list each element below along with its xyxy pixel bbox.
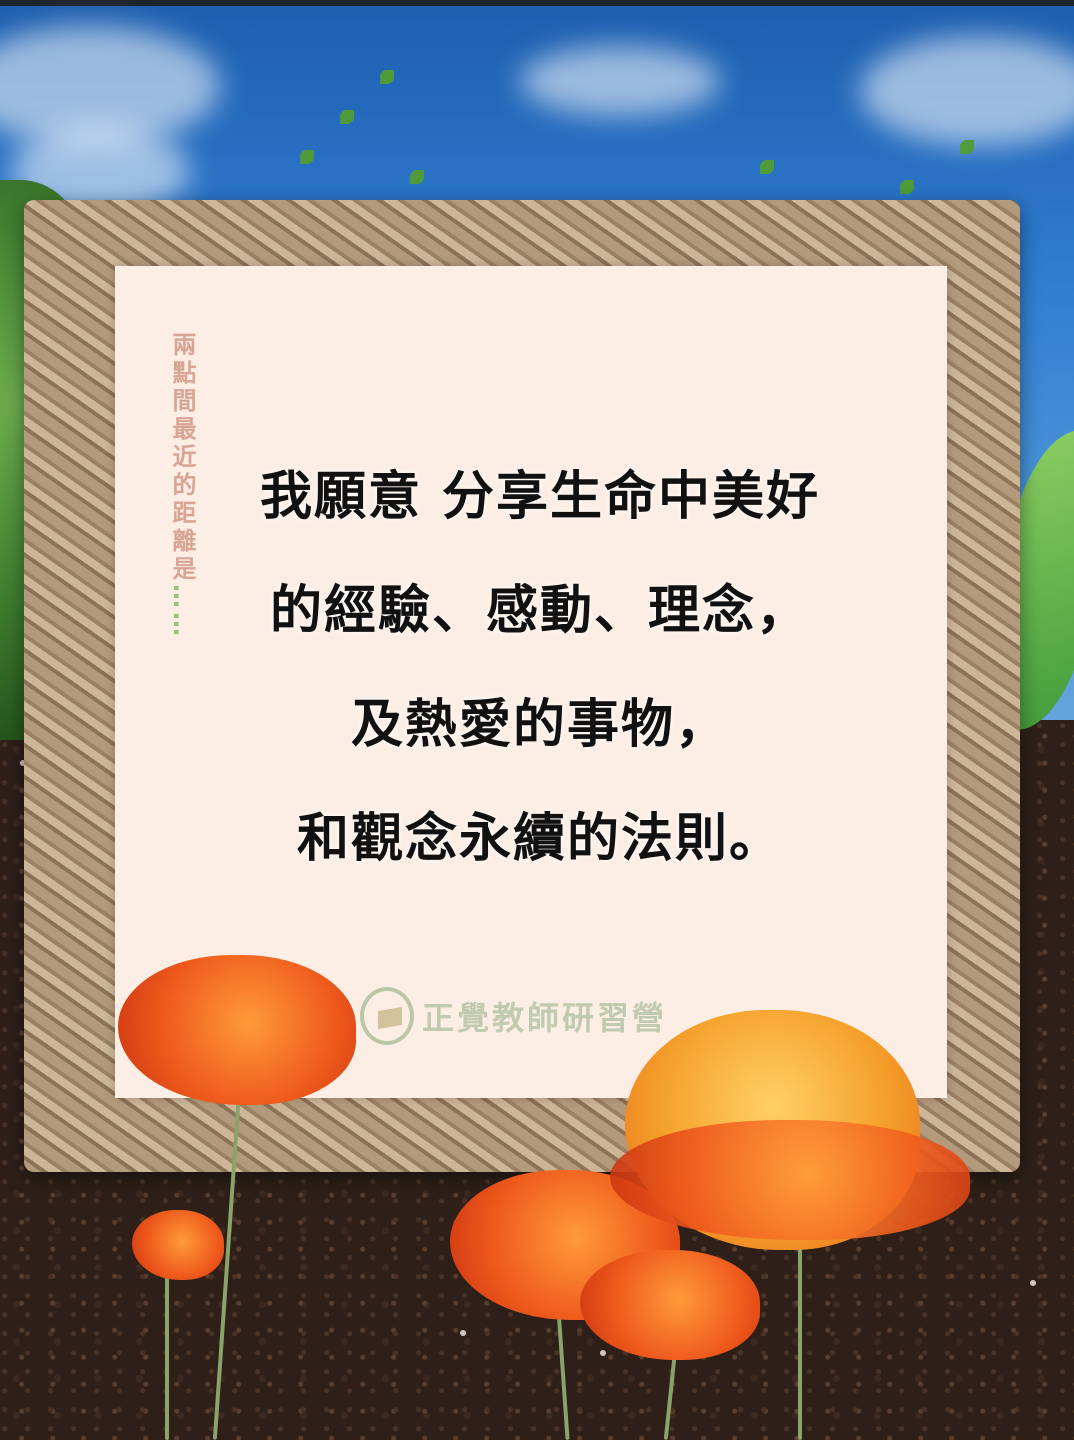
cloud <box>520 46 720 116</box>
logo-text: 正覺教師研習營 <box>422 999 668 1037</box>
poppy-stem <box>798 1190 802 1440</box>
vine-leaf-icon <box>410 170 424 184</box>
book-logo-icon <box>360 987 414 1045</box>
side-label-dots: …… <box>168 584 196 640</box>
poppy-flower-icon <box>118 955 356 1105</box>
vine-leaf-icon <box>760 160 774 174</box>
quote-line-3: 及熱愛的事物， <box>350 695 729 755</box>
soil-speck <box>20 760 26 766</box>
vine-leaf-icon <box>300 150 314 164</box>
poppy-stem <box>165 1260 169 1440</box>
poppy-flower-icon <box>132 1210 224 1280</box>
poppy-flower-icon <box>580 1250 760 1360</box>
vine-leaf-icon <box>380 70 394 84</box>
soil-speck <box>460 1330 466 1336</box>
cloud <box>860 36 1074 146</box>
soil-speck <box>600 1350 606 1356</box>
poppy-flower-icon <box>610 1120 970 1240</box>
quote-text: 我願意 分享生命中美好 的經驗、感動、理念， 及熱愛的事物， 和觀念永續的法則。 <box>200 440 880 896</box>
quote-line-4: 和觀念永續的法則。 <box>296 809 783 869</box>
side-label-text: 兩點間最近的距離是 <box>168 332 196 584</box>
vine-leaf-icon <box>900 180 914 194</box>
quote-line-2: 的經驗、感動、理念， <box>269 581 810 641</box>
side-label: 兩點間最近的距離是…… <box>160 332 200 640</box>
vine-leaf-icon <box>960 140 974 154</box>
vine-leaf-icon <box>340 110 354 124</box>
logo: 正覺教師研習營 <box>360 987 668 1045</box>
top-bar <box>0 0 1074 6</box>
quote-line-1: 我願意 分享生命中美好 <box>259 467 821 527</box>
soil-speck <box>1030 1280 1036 1286</box>
